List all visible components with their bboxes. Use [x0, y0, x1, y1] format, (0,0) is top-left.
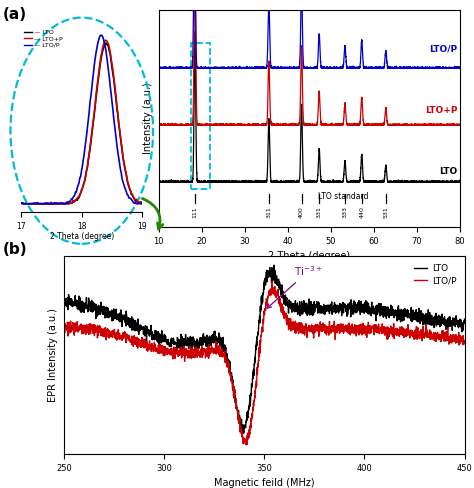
Line: LTO/P: LTO/P — [64, 282, 465, 445]
LTO/P — [246, 432, 251, 438]
LTO/P — [450, 332, 456, 338]
Text: 333: 333 — [343, 206, 347, 218]
LTO/P — [256, 351, 262, 357]
LTO/P — [450, 338, 456, 344]
LTO/P — [243, 442, 249, 448]
Text: 400: 400 — [299, 206, 304, 218]
Text: 440: 440 — [359, 206, 364, 218]
Text: 331: 331 — [317, 206, 322, 218]
Bar — [191, 43, 210, 189]
Text: 311: 311 — [266, 206, 272, 218]
LTO/P — [61, 321, 67, 327]
Text: LTO standard: LTO standard — [318, 192, 368, 202]
Legend: — LTO, — LTO+P, — LTO/P: — LTO, — LTO+P, — LTO/P — [25, 30, 63, 48]
LTO — [450, 317, 456, 323]
LTO — [61, 295, 67, 301]
LTO/P — [269, 279, 275, 285]
LTO — [82, 306, 87, 312]
Y-axis label: EPR Intensity (a.u.): EPR Intensity (a.u.) — [48, 308, 58, 402]
X-axis label: 2 Theta (degree): 2 Theta (degree) — [268, 251, 350, 261]
LTO — [377, 310, 383, 316]
LTO — [271, 262, 277, 268]
Text: LTO+P: LTO+P — [425, 105, 457, 115]
LTO — [241, 430, 246, 436]
LTO — [256, 318, 262, 324]
Text: LTO/P: LTO/P — [429, 44, 457, 53]
X-axis label: Magnetic feild (MHz): Magnetic feild (MHz) — [214, 478, 315, 488]
Text: LTO: LTO — [439, 167, 457, 176]
Y-axis label: Intensity (a.u.): Intensity (a.u.) — [143, 82, 153, 154]
LTO — [246, 411, 251, 417]
X-axis label: 2 Theta (degree): 2 Theta (degree) — [50, 232, 114, 242]
Text: 531: 531 — [383, 206, 388, 218]
LTO/P — [462, 340, 467, 346]
Legend: LTO, LTO/P: LTO, LTO/P — [410, 261, 460, 288]
Text: (a): (a) — [2, 7, 27, 22]
LTO — [462, 316, 467, 322]
LTO — [450, 319, 456, 325]
Text: Ti$^{-3+}$: Ti$^{-3+}$ — [267, 264, 323, 308]
LTO/P — [377, 326, 383, 332]
Text: 111: 111 — [192, 206, 197, 218]
Line: LTO: LTO — [64, 265, 465, 433]
LTO/P — [82, 325, 87, 331]
Text: (b): (b) — [2, 242, 27, 257]
